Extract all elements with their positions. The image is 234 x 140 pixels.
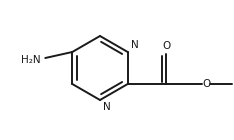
Text: N: N [131,40,139,50]
Text: O: O [163,41,171,51]
Text: O: O [203,79,211,89]
Text: H₂N: H₂N [21,55,40,65]
Text: N: N [103,102,111,112]
